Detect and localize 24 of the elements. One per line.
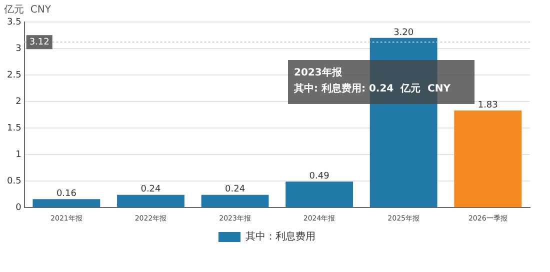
bar [117,194,184,208]
annotation: 2023年报 [294,66,343,79]
bar [201,194,269,208]
y-tick-label: 0.5 [6,176,22,186]
y-tick-label: 3.5 [6,17,22,28]
text: 0.24 [224,184,246,195]
ref-line-label: 3.12 [29,37,50,48]
bar [454,110,522,208]
bar [32,199,100,208]
bar [286,182,354,208]
text: 0.16 [56,188,76,199]
y-tick-label: 3 [16,44,22,54]
text: 3.20 [394,28,414,38]
y-tick-label: 0 [16,202,22,213]
y-tick-label: 2 [16,96,22,107]
y-tick-label: 1.5 [6,123,22,134]
text: 0.49 [309,171,330,182]
text: 0.24 [140,184,161,195]
text: 1.83 [478,100,498,110]
y-axis-title: 亿元 CNY [3,4,52,16]
y-tick-label: 2.5 [6,70,22,80]
y-tick-label: 1 [16,150,22,160]
annotation: 其中: 利息费用: 0.24 亿元 CNY [293,82,452,95]
legend-label: 其中：利息费用 [246,230,316,243]
